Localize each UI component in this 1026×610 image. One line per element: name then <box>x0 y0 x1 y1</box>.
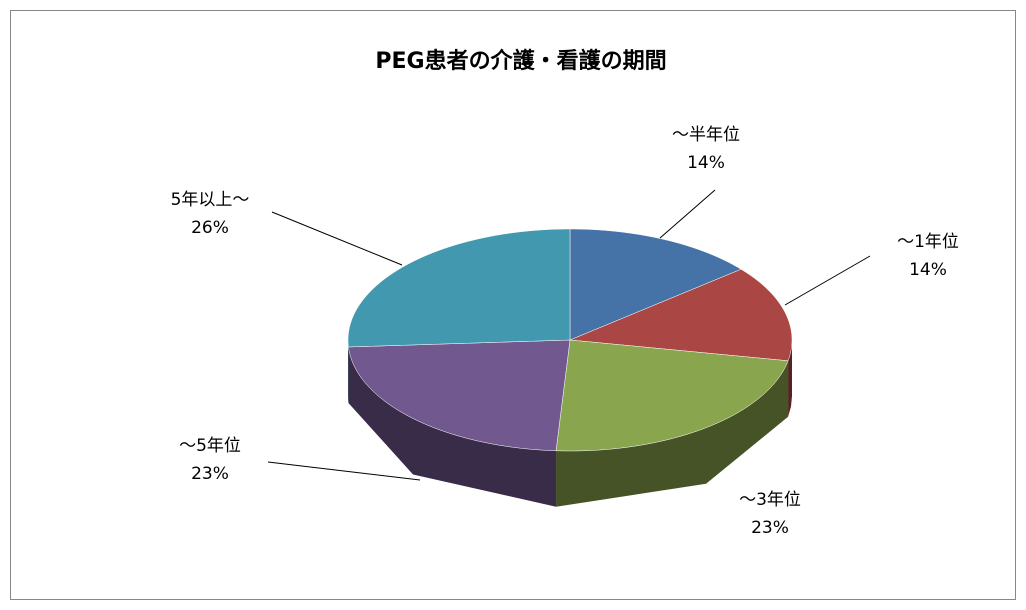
slice-side <box>556 360 789 507</box>
data-label-value: 23% <box>751 518 789 538</box>
slice <box>569 228 742 341</box>
data-label-value: 26% <box>191 218 229 238</box>
leader-line <box>659 189 716 239</box>
slice <box>569 268 793 362</box>
data-label-name: ～1年位 <box>897 232 959 252</box>
slice-side <box>348 346 557 507</box>
slice-side <box>788 340 792 417</box>
slice <box>348 339 571 452</box>
data-label-name: ～半年位 <box>672 125 740 145</box>
data-label-value: 14% <box>909 260 947 280</box>
data-label-name: ～3年位 <box>739 490 801 510</box>
chart-title: PEG患者の介護・看護の期間 <box>375 48 666 74</box>
slice <box>555 339 789 452</box>
leader-line <box>271 211 403 266</box>
data-label-value: 23% <box>191 464 229 484</box>
data-label-value: 14% <box>687 153 725 173</box>
leader-line <box>267 461 421 481</box>
data-label-name: ～5年位 <box>179 436 241 456</box>
slice <box>347 228 571 348</box>
leader-line <box>784 255 871 306</box>
data-label-name: 5年以上～ <box>171 190 250 210</box>
